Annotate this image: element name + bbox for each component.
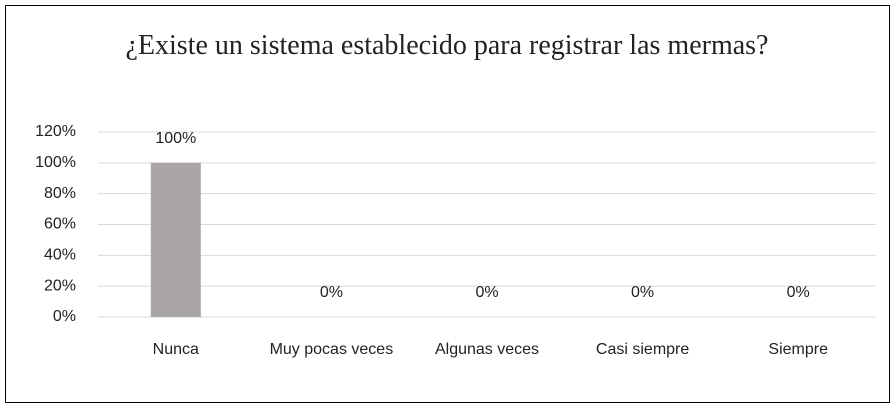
y-tick-label: 0% — [53, 308, 76, 325]
y-tick-label: 100% — [35, 154, 76, 171]
x-tick-label: Muy pocas veces — [269, 341, 394, 358]
data-label: 0% — [631, 284, 654, 301]
x-tick-label: Nunca — [152, 341, 199, 358]
chart-title: ¿Existe un sistema establecido para regi… — [125, 30, 769, 61]
x-tick-label: Siempre — [768, 341, 828, 358]
y-tick-label: 40% — [44, 247, 76, 264]
bar — [150, 162, 201, 317]
x-tick-label: Casi siempre — [595, 341, 690, 358]
data-label: 0% — [475, 284, 498, 301]
chart-border — [5, 5, 890, 403]
x-tick-label: Algunas veces — [434, 341, 540, 358]
data-label: 0% — [787, 284, 810, 301]
y-tick-label: 60% — [44, 216, 76, 233]
y-tick-label: 120% — [35, 123, 76, 140]
data-label: 100% — [155, 130, 196, 147]
data-label: 0% — [320, 284, 343, 301]
y-tick-label: 20% — [44, 277, 76, 294]
y-tick-label: 80% — [44, 185, 76, 202]
